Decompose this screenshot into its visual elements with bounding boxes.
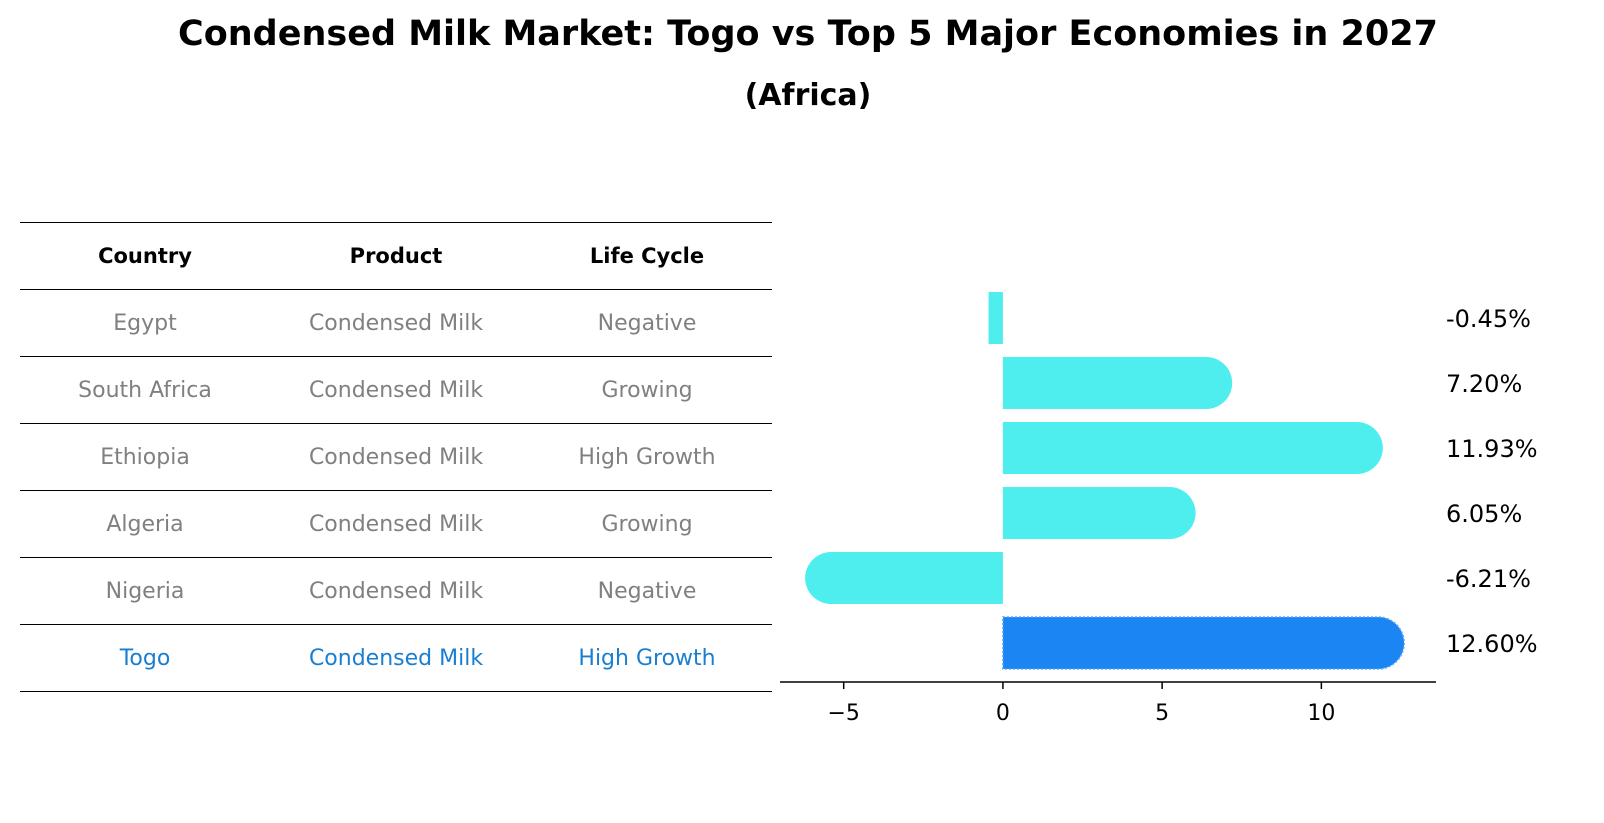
cell-life-cycle: Negative	[597, 310, 697, 336]
data-table: Country Product Life Cycle Egypt Condens…	[20, 222, 772, 692]
table-row: Nigeria Condensed Milk Negative	[20, 557, 772, 624]
value-label: 6.05%	[1446, 500, 1522, 528]
bar-togo	[1002, 616, 1405, 670]
cell-life-cycle: High Growth	[578, 444, 716, 470]
bar-south-africa	[1002, 357, 1233, 409]
table-row: Algeria Condensed Milk Growing	[20, 490, 772, 557]
bar-chart: -0.45% 7.20% 11.93% 6.05% -6.21% 12.60% −5 0 5 10	[780, 292, 1538, 726]
table-row: Ethiopia Condensed Milk High Growth	[20, 423, 772, 490]
header-country: Country	[98, 244, 192, 268]
x-tick-label: 5	[1155, 701, 1169, 726]
cell-country: Egypt	[113, 310, 177, 336]
x-tick-label: 10	[1307, 701, 1335, 726]
cell-country: Togo	[119, 645, 171, 671]
chart-subtitle: (Africa)	[744, 78, 872, 113]
bar-nigeria	[805, 552, 1003, 604]
cell-country: Ethiopia	[100, 444, 190, 470]
table-row: South Africa Condensed Milk Growing	[20, 356, 772, 423]
cell-product: Condensed Milk	[308, 444, 484, 470]
cell-product: Condensed Milk	[308, 578, 484, 604]
cell-product: Condensed Milk	[308, 645, 484, 671]
chart-title: Condensed Milk Market: Togo vs Top 5 Maj…	[178, 14, 1438, 54]
cell-country: Nigeria	[105, 578, 185, 604]
cell-life-cycle: Growing	[601, 511, 693, 537]
value-label: -0.45%	[1446, 305, 1531, 333]
bar-algeria	[1002, 487, 1196, 539]
value-label: 12.60%	[1446, 630, 1538, 658]
cell-life-cycle: High Growth	[578, 645, 716, 671]
bar-ethiopia	[1002, 422, 1383, 474]
header-product: Product	[349, 244, 443, 268]
header-life-cycle: Life Cycle	[589, 244, 705, 268]
cell-life-cycle: Negative	[597, 578, 697, 604]
x-tick-label: 0	[996, 701, 1010, 726]
cell-country: South Africa	[78, 377, 212, 403]
table-header-row: Country Product Life Cycle	[20, 222, 772, 289]
table-row-highlight: Togo Condensed Milk High Growth	[20, 624, 772, 692]
x-tick-label: −5	[827, 701, 859, 726]
value-label: 11.93%	[1446, 435, 1538, 463]
cell-product: Condensed Milk	[308, 310, 484, 336]
value-label: -6.21%	[1446, 565, 1531, 593]
value-label: 7.20%	[1446, 370, 1522, 398]
cell-product: Condensed Milk	[308, 511, 484, 537]
cell-life-cycle: Growing	[601, 377, 693, 403]
cell-product: Condensed Milk	[308, 377, 484, 403]
cell-country: Algeria	[106, 511, 184, 537]
table-row: Egypt Condensed Milk Negative	[20, 289, 772, 356]
bar-egypt	[988, 292, 1003, 344]
